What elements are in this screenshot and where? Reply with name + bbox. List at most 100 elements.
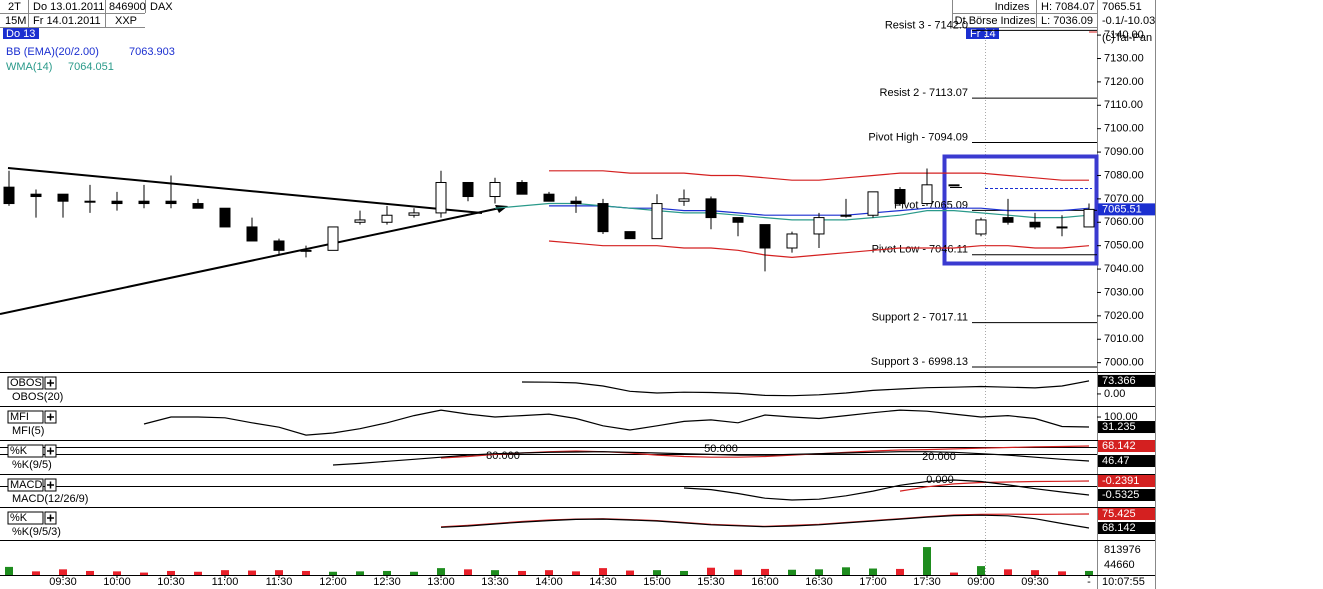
volume-bar (518, 570, 526, 575)
indicator-subtitle: MFI(5) (12, 425, 44, 437)
x-tick-label: 14:30 (589, 576, 617, 588)
day-tag: Do 13 (6, 28, 35, 40)
candle-body (30, 193, 42, 198)
candle-body (570, 200, 582, 205)
x-tick-label: 12:30 (373, 576, 401, 588)
indicator-button[interactable] (7, 511, 44, 525)
trend-line (0, 207, 501, 315)
indicator-line (549, 170, 1089, 181)
interval: 15M (5, 15, 26, 27)
candle-body (57, 193, 69, 202)
candle-body (597, 203, 609, 233)
candle-body (624, 231, 636, 240)
x-tick-label: 09:00 (967, 576, 995, 588)
last-value: 7065.51 (1102, 203, 1142, 215)
volume-bar (788, 569, 796, 575)
x-tick-label: 11:00 (212, 576, 239, 588)
volume-bar (356, 571, 364, 575)
candle-body (840, 214, 852, 217)
indicator-title[interactable]: MFI (10, 411, 29, 423)
indicator-button[interactable] (7, 478, 44, 492)
x-tick-label: 13:30 (481, 576, 509, 588)
x-tick-label: 17:30 (913, 576, 941, 588)
candle-body (1002, 217, 1014, 223)
next-day-tag: Fr 14 (970, 28, 996, 40)
market-name: Dt.Börse Indizes (955, 15, 1036, 27)
candle-body (759, 224, 771, 249)
indicator-subtitle: MACD(12/26/9) (12, 493, 88, 505)
candle-body (651, 203, 663, 240)
day-high: H: 7084.07 (1041, 1, 1095, 13)
x-tick-label: 09:30 (1021, 576, 1049, 588)
volume-bar (923, 547, 931, 575)
plus-icon (47, 379, 54, 387)
candle-body (921, 184, 933, 205)
candle-body (327, 226, 339, 251)
volume-bar (869, 568, 877, 575)
pivot-label: Pivot High - 7094.09 (868, 131, 968, 143)
indicator-line (494, 202, 1090, 221)
last-value: 46.47 (1102, 455, 1130, 467)
indicator-title[interactable]: %K (10, 512, 28, 524)
x-tick-label: 15:00 (643, 576, 671, 588)
last-value-box (1098, 421, 1155, 434)
candle-body (543, 193, 555, 202)
period: 2T (8, 1, 21, 13)
indicator-title[interactable]: MACD (10, 479, 42, 491)
y-tick-label: 7080.00 (1104, 169, 1144, 181)
last-value-box (1098, 508, 1155, 521)
y-tick-label: 7110.00 (1104, 99, 1143, 111)
exchange: XXP (115, 15, 137, 27)
volume-bar (1058, 571, 1066, 575)
candle-body (489, 181, 501, 198)
indicator-value: 7063.903 (129, 46, 175, 58)
y-tick-label: 7120.00 (1104, 76, 1144, 88)
x-tick-label: 11:30 (266, 576, 293, 588)
volume-bar (734, 569, 742, 575)
y-tick-label: 7040.00 (1104, 263, 1144, 275)
indicator-title[interactable]: OBOS (10, 377, 42, 389)
indicator-value: 7064.051 (68, 61, 114, 73)
x-tick-label: 15:30 (697, 576, 725, 588)
volume-bar (761, 568, 769, 575)
volume-bar (1004, 569, 1012, 575)
volume-bar (950, 572, 958, 575)
candle-body (1083, 208, 1095, 228)
y-tick-label: 7070.00 (1104, 193, 1144, 205)
header-frame (0, 0, 1156, 589)
volume-bar (572, 571, 580, 575)
y-tick-label: 7140.00 (1104, 29, 1144, 41)
candle-body (435, 181, 447, 214)
y-tick-label: 7060.00 (1104, 216, 1144, 228)
last-price: 7065.51 (1102, 1, 1142, 13)
last-value-box (1098, 203, 1155, 216)
candle-body (516, 181, 528, 195)
volume-bar (140, 572, 148, 575)
volume-bar (113, 571, 121, 575)
candle-body (462, 181, 474, 198)
security-code: 846900 (109, 1, 146, 13)
volume-bar (842, 567, 850, 575)
clock: 10:07:55 (1102, 576, 1145, 588)
candle-body (300, 249, 312, 252)
volume-bar (302, 570, 310, 575)
indicator-button[interactable] (7, 376, 44, 390)
next-day-tag-box (966, 28, 999, 39)
candle-body (84, 200, 96, 203)
candle-body (111, 200, 123, 205)
x-tick-label: 16:30 (805, 576, 833, 588)
candle-body (138, 200, 150, 205)
indicator-subtitle: %K(9/5) (12, 459, 52, 471)
y-tick-label: 7130.00 (1104, 52, 1144, 64)
last-value-box (1098, 489, 1155, 502)
x-tick-label: 14:00 (535, 576, 563, 588)
indicator-button[interactable] (7, 410, 44, 424)
level-label: 80.000 (486, 450, 520, 462)
candle-body (354, 219, 366, 223)
plus-icon (47, 413, 54, 421)
indicator-button[interactable] (7, 444, 44, 458)
indicator-line (440, 514, 1090, 529)
indicator-title[interactable]: %K (10, 445, 28, 457)
volume-bar (383, 570, 391, 575)
plus-icon (47, 514, 54, 522)
